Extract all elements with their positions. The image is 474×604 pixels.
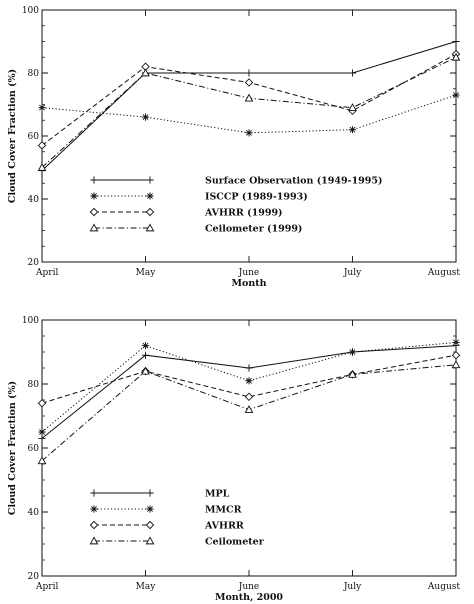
data-point [348,126,357,134]
x-tick-label: May [136,268,157,278]
data-point [348,369,357,378]
legend-label: MPL [205,489,230,500]
legend-marker [145,520,155,530]
data-point [348,69,357,77]
x-tick-label: May [136,582,157,592]
y-axis-label: Cloud Cover Fraction (%) [7,381,18,515]
data-point [37,456,47,465]
legend-marker [146,192,154,200]
chart-panel-2: 20 40 60 80 100 April May June July August Month, … [7,316,460,603]
x-axis-label: Month, 2000 [215,592,283,603]
legend-label: AVHRR (1999) [204,208,283,219]
legend-marker [146,489,154,497]
legend-label: ISCCP (1989-1993) [205,192,308,203]
data-point [348,103,357,111]
x-axis-label: Month [231,278,266,289]
series-2 [38,338,460,436]
data-point [245,69,253,77]
data-point [245,129,253,137]
data-point [141,68,150,77]
legend-label: MMCR [205,505,242,516]
legend-marker [90,505,98,513]
legend-label: Surface Observation (1949-1995) [205,176,383,187]
data-point [141,342,150,350]
data-point [451,52,461,61]
series-line [41,41,457,172]
data-point [37,162,47,171]
data-point [245,377,253,385]
series-1 [38,342,460,442]
legend-marker [146,505,154,513]
legend-marker [145,223,155,232]
data-point [452,37,460,46]
legend-marker [146,176,154,184]
legend-marker [90,489,98,497]
data-point [451,350,461,360]
series-2 [38,91,460,137]
legend-marker [90,176,98,184]
legend-label: Ceilometer [205,537,265,548]
y-tick-label: 20 [28,258,40,268]
data-point [38,434,46,442]
data-point [244,405,254,413]
x-tick-label: August [427,268,460,278]
legend-marker [89,207,99,217]
series-4 [37,360,461,465]
data-point [245,364,253,372]
legend-label: AVHRR [204,521,244,532]
legend-marker [145,536,155,545]
y-tick-label: 40 [28,508,40,518]
y-tick-label: 100 [22,316,39,326]
x-tick-label: August [427,582,460,592]
data-point [37,141,47,150]
series-line [41,354,457,404]
data-point [38,104,46,112]
legend-marker [89,536,99,545]
data-point [38,428,46,436]
legend-marker [145,207,155,217]
series-line [41,345,457,439]
x-tick-label: July [343,268,362,278]
data-point [451,360,461,369]
data-point [141,366,150,375]
data-point [141,113,150,121]
series-line [41,341,457,433]
x-tick-label: April [35,582,58,592]
series-1 [38,37,460,175]
x-tick-label: April [35,268,58,278]
data-point [244,392,254,402]
x-tick-label: July [343,582,362,592]
y-tick-label: 60 [28,132,40,142]
y-tick-label: 40 [28,195,40,205]
data-point [37,398,47,408]
legend-marker [89,520,99,530]
y-tick-label: 100 [22,6,39,16]
series-3 [37,49,461,150]
data-point [452,338,460,346]
data-point [348,348,357,356]
legend-marker [90,192,98,200]
legend-label: Ceilometer (1999) [205,224,302,235]
y-tick-label: 60 [28,444,40,454]
data-point [244,93,254,102]
y-axis-label: Cloud Cover Fraction (%) [7,69,18,203]
legend-marker [89,223,99,232]
x-tick-label: June [238,582,260,592]
chart-panel-1: 20 40 60 80 100 April May June July August Month Cl… [7,6,460,289]
y-tick-label: 80 [28,380,40,390]
y-tick-label: 80 [28,69,40,79]
x-tick-label: June [238,268,260,278]
data-point [141,351,150,359]
data-point [452,91,460,99]
y-tick-label: 20 [28,572,40,582]
data-point [244,78,254,87]
series-4 [37,52,461,171]
